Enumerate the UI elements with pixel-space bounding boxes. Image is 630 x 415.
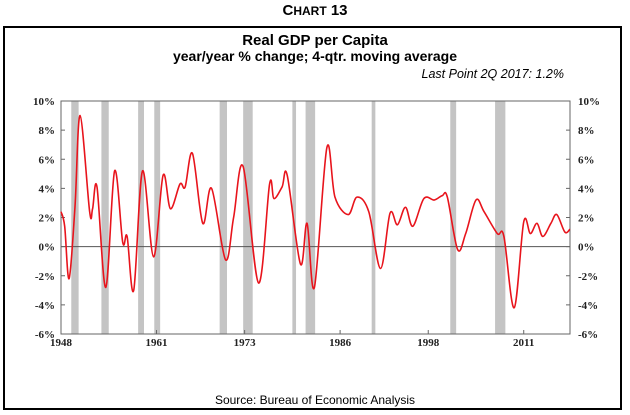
x-tick-label: 1998: [417, 337, 440, 349]
x-tick-label: 1948: [50, 337, 73, 349]
recession-bar: [154, 101, 161, 334]
y-tick-label-right: 10%: [578, 96, 600, 108]
y-tick-label-left: 10%: [33, 96, 55, 108]
recession-bar: [495, 101, 506, 334]
y-tick-label-left: 8%: [39, 125, 56, 137]
y-tick-label-right: 6%: [578, 154, 595, 166]
source-note: Source: Bureau of Economic Analysis: [214, 393, 416, 407]
y-tick-label-left: 6%: [39, 154, 56, 166]
chart-heading: CHART 13: [0, 2, 630, 19]
y-tick-label-right: 8%: [578, 125, 595, 137]
recession-bar: [219, 101, 227, 334]
x-tick-label: 2011: [513, 337, 534, 349]
plot-area-border: [60, 100, 571, 335]
y-tick-label-left: -6%: [35, 329, 55, 341]
recession-bar: [371, 101, 376, 334]
recession-bar: [292, 101, 297, 334]
recession-bar: [138, 101, 144, 334]
y-tick-label-right: -2%: [578, 271, 598, 283]
y-tick-label-left: 2%: [39, 213, 56, 225]
chart-title: Real GDP per Capita: [242, 32, 388, 49]
chart-frame: [3, 26, 622, 410]
x-tick-label: 1973: [234, 337, 257, 349]
y-tick-label-left: 0%: [39, 242, 56, 254]
x-tick-label: 1986: [329, 337, 352, 349]
recession-bar: [450, 101, 457, 334]
gdp-series-line: [60, 114, 571, 309]
heading-number: 13: [330, 2, 348, 19]
x-tick-label: 1961: [145, 337, 167, 349]
y-tick-label-right: -4%: [578, 300, 598, 312]
heading-rest: HART: [293, 4, 327, 18]
y-tick-label-right: 4%: [578, 183, 595, 195]
last-point-annotation: Last Point 2Q 2017: 1.2%: [421, 67, 564, 81]
y-tick-label-left: -4%: [35, 300, 55, 312]
recession-bar: [305, 101, 316, 334]
y-tick-label-left: 4%: [39, 183, 56, 195]
y-tick-label-right: 2%: [578, 213, 595, 225]
recession-bar: [243, 101, 253, 334]
heading-prefix: C: [282, 2, 294, 19]
recession-bar: [101, 101, 109, 334]
y-tick-label-right: 0%: [578, 242, 595, 254]
y-tick-label-right: -6%: [578, 329, 598, 341]
chart-subtitle: year/year % change; 4-qtr. moving averag…: [172, 48, 457, 64]
y-tick-label-left: -2%: [35, 271, 55, 283]
